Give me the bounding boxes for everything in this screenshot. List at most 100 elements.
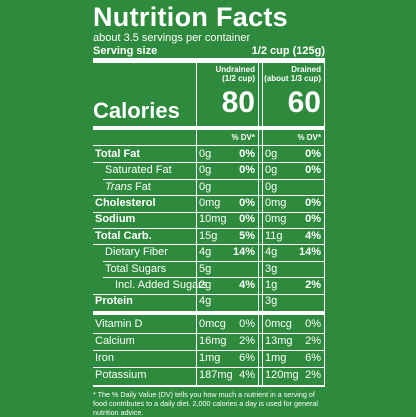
amount: 3g — [265, 295, 278, 308]
row-label-italic: Trans — [105, 180, 133, 193]
daily-value: 0% — [239, 164, 255, 177]
amount: 0g — [265, 147, 278, 160]
thick-rule — [93, 311, 325, 315]
rule — [103, 277, 325, 279]
amount: 4g — [199, 295, 212, 308]
amount: 4g — [265, 246, 278, 259]
amount: 1g — [265, 278, 278, 291]
daily-value: 0% — [239, 213, 255, 226]
rule — [93, 244, 325, 246]
amount: 10mg — [199, 213, 227, 226]
servings: about 3.5 servings per container — [93, 32, 251, 44]
daily-value: 0% — [239, 147, 255, 160]
row-label: Iron — [95, 352, 114, 364]
amount: 0g — [265, 180, 278, 193]
amount: 2g — [199, 278, 212, 291]
daily-value: 0% — [305, 213, 321, 226]
daily-value: 4% — [305, 229, 321, 242]
rule — [93, 211, 325, 213]
daily-value: 5% — [239, 229, 255, 242]
serving-size-value: 1/2 cup (125g) — [251, 45, 325, 57]
row-label: Vitamin D — [95, 318, 143, 330]
rule — [103, 260, 325, 262]
rule — [93, 228, 325, 229]
rule — [93, 385, 325, 387]
daily-value: 2% — [305, 369, 321, 381]
daily-value: 6% — [305, 352, 321, 364]
amount: 3g — [265, 262, 278, 275]
row-label: Dietary Fiber — [105, 246, 168, 259]
daily-value: 2% — [305, 278, 321, 291]
daily-value: 14% — [298, 246, 321, 259]
calories-value: 60 — [287, 86, 321, 119]
row-label: Sodium — [95, 213, 136, 226]
amount: 120mg — [265, 369, 299, 381]
amount: 13mg — [265, 335, 293, 347]
amount: 5g — [199, 262, 212, 275]
rule — [93, 162, 325, 164]
amount: 0g — [265, 164, 278, 177]
rule — [93, 350, 325, 351]
row-label: Fat — [135, 180, 151, 193]
row-label: Total Fat — [95, 147, 141, 160]
amount: 15g — [199, 229, 218, 242]
column-name: Undrained — [215, 65, 255, 74]
title: Nutrition Facts — [93, 2, 289, 32]
amount: 1mg — [199, 352, 221, 364]
amount: 0mg — [265, 196, 287, 209]
amount: 11g — [265, 229, 283, 242]
rule — [103, 178, 325, 180]
amount: 16mg — [199, 335, 227, 347]
dv-header: % DV* — [297, 133, 321, 142]
row-label: Cholesterol — [95, 196, 156, 209]
dv-header: % DV* — [231, 133, 255, 142]
row-label: Incl. Added Sugars — [115, 278, 208, 291]
amount: 0mg — [265, 213, 287, 226]
serving-size-label: Serving size — [93, 45, 158, 57]
column-border — [196, 63, 197, 385]
rule — [93, 195, 325, 197]
rule — [93, 293, 325, 295]
amount: 0mcg — [265, 318, 292, 330]
column-border — [258, 63, 259, 385]
column-sub: (1/2 cup) — [222, 74, 255, 83]
daily-value: 0% — [305, 147, 321, 160]
column-sub: (about 1/3 cup) — [264, 74, 321, 83]
row-label: Total Sugars — [105, 262, 167, 275]
row-label: Protein — [95, 295, 133, 308]
amount: 0g — [199, 147, 212, 160]
thick-rule — [93, 58, 325, 63]
row-label: Calcium — [95, 335, 135, 347]
amount: 0g — [199, 164, 212, 177]
column-border — [324, 63, 325, 385]
daily-value: 0% — [305, 164, 321, 177]
calories-value: 80 — [221, 86, 255, 119]
rule — [93, 145, 325, 146]
daily-value: 4% — [239, 278, 255, 291]
thick-rule — [93, 126, 325, 130]
row-label: Saturated Fat — [105, 164, 172, 177]
amount: 4g — [199, 246, 212, 259]
rule — [93, 333, 325, 334]
column-border — [262, 63, 263, 385]
row-label: Potassium — [95, 369, 147, 381]
rule — [93, 367, 325, 368]
amount: 0g — [199, 180, 212, 193]
amount: 0mg — [199, 196, 221, 209]
column-name: Drained — [291, 65, 321, 74]
amount: 187mg — [199, 369, 233, 381]
calories-label: Calories — [93, 98, 180, 123]
daily-value: 2% — [239, 335, 255, 347]
amount: 0mcg — [199, 318, 226, 330]
daily-value: 2% — [305, 335, 321, 347]
amount: 1mg — [265, 352, 287, 364]
daily-value: 0% — [239, 196, 255, 209]
daily-value: 14% — [232, 246, 255, 259]
daily-value: 0% — [239, 318, 255, 330]
daily-value: 0% — [305, 318, 321, 330]
daily-value: 4% — [239, 369, 255, 381]
daily-value: 0% — [305, 196, 321, 209]
row-label: Total Carb. — [95, 229, 152, 242]
daily-value: 6% — [239, 352, 255, 364]
